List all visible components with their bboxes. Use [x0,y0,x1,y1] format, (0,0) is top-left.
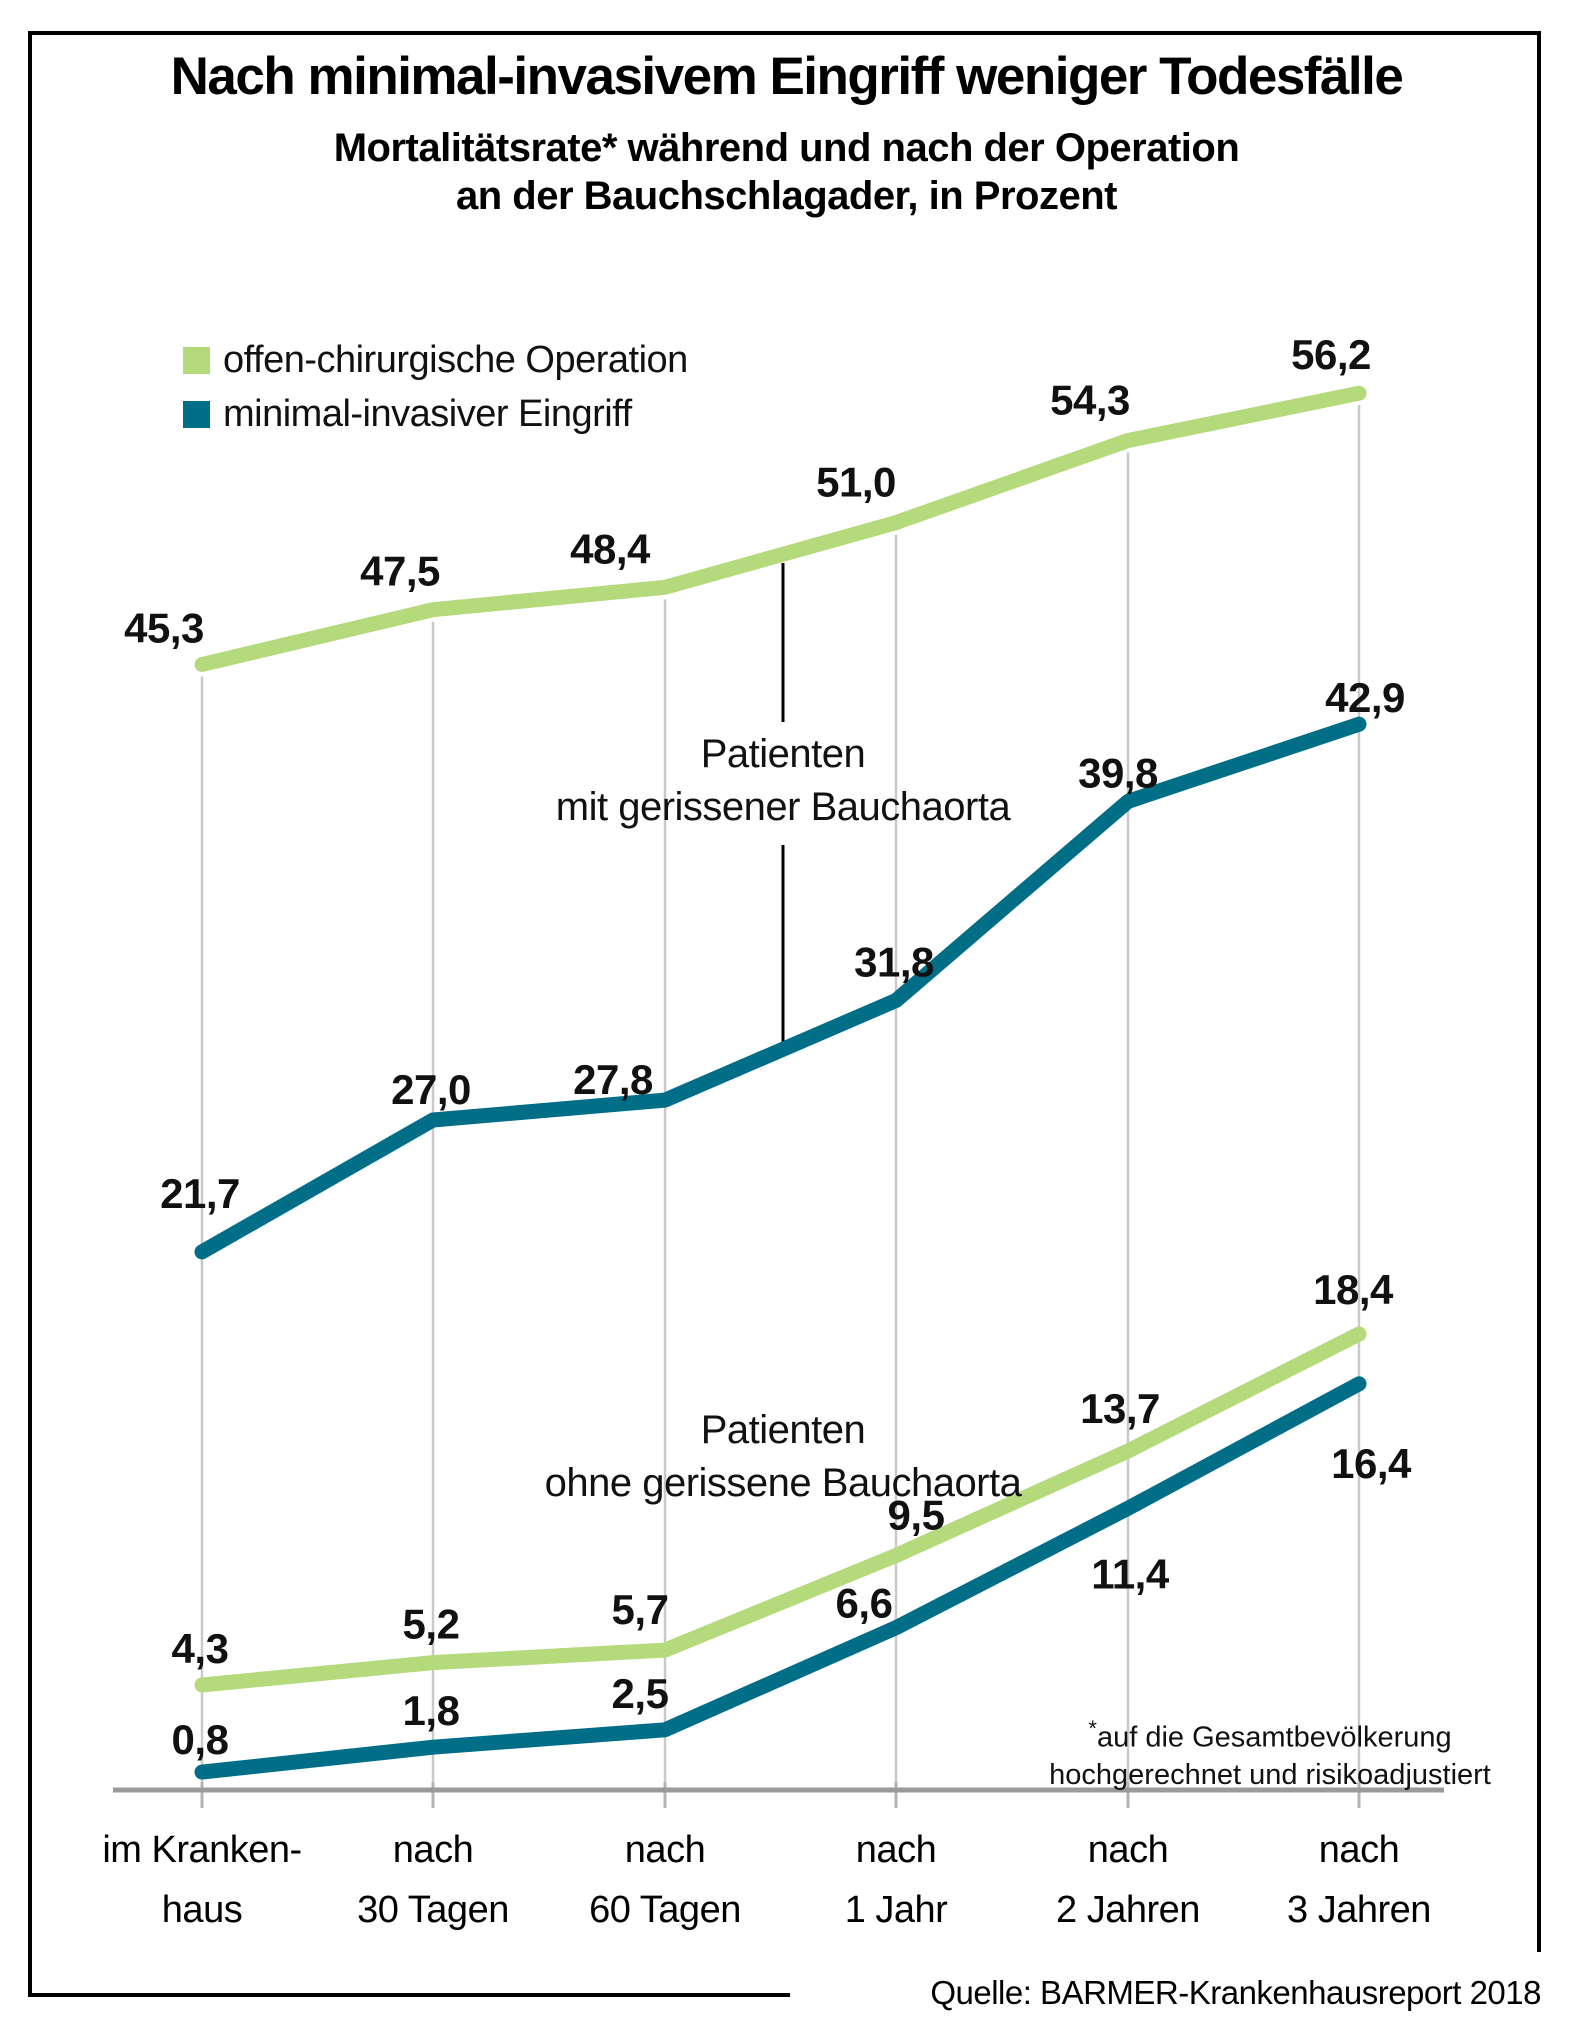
data-label: 31,8 [854,938,934,985]
legend-item-minimally-invasive: minimal-invasiver Eingriff [183,393,688,435]
data-label: 0,8 [172,1716,229,1763]
source-credit: Quelle: BARMER-Krankenhausreport 2018 [800,1974,1542,2012]
data-label: 39,8 [1078,749,1158,796]
data-label: 11,4 [1091,1550,1170,1597]
series-line-1 [194,716,1367,1260]
x-axis-label: 3 Jahren [1287,1889,1431,1931]
series-line-2 [194,1326,1367,1693]
annotation-non-ruptured-line1: Patienten [700,1408,866,1452]
data-label: 51,0 [816,459,896,506]
annotation-ruptured-line2: mit gerissener Bauchaorta [555,785,1011,829]
data-label: 54,3 [1050,376,1130,423]
chart-subtitle-line2: an der Bauchschlagader, in Prozent [456,174,1117,218]
x-axis-label: nach [856,1829,936,1871]
x-axis-label: nach [393,1829,473,1871]
frame-border-top [28,31,1541,35]
footnote-line2: hochgerechnet und risikoadjustiert [1049,1758,1491,1791]
annotation-ruptured-aorta: Patienten mit gerissener Bauchaorta [503,728,1063,834]
data-label: 16,4 [1331,1440,1412,1487]
annotation-non-ruptured-line2: ohne gerissene Bauchaorta [544,1461,1022,1505]
data-label: 9,5 [888,1492,945,1539]
frame-border-left [28,31,32,1997]
data-label: 42,9 [1325,674,1405,721]
x-axis-label: 1 Jahr [845,1889,948,1931]
data-label: 27,8 [573,1056,653,1103]
legend-label-minimally-invasive: minimal-invasiver Eingriff [223,393,632,435]
data-label: 48,4 [570,525,651,572]
frame-border-bottom [28,1993,790,1997]
data-label: 45,3 [124,604,204,651]
footnote-line1: *auf die Gesamtbevölkerung [1088,1716,1452,1754]
annotation-ruptured-line1: Patienten [700,732,866,776]
series-line-3 [194,1376,1367,1780]
x-axis-label: 60 Tagen [589,1889,741,1931]
data-label: 13,7 [1080,1385,1160,1432]
x-axis-label: nach [625,1829,705,1871]
x-axis-label: haus [162,1889,242,1931]
series-line-0 [194,385,1367,672]
data-label: 5,7 [612,1586,669,1633]
footnote-asterisk: * [1088,1716,1097,1741]
legend-swatch-green [183,347,210,374]
x-axis-label: 2 Jahren [1056,1889,1200,1931]
legend: offen-chirurgische Operation minimal-inv… [183,339,688,455]
annotation-non-ruptured-aorta: Patienten ohne gerissene Bauchaorta [503,1404,1063,1510]
data-label: 6,6 [836,1580,893,1627]
data-label: 2,5 [612,1670,669,1717]
footnote: *auf die Gesamtbevölkerung hochgerechnet… [1040,1710,1500,1794]
chart-title: Nach minimal-invasivem Eingriff weniger … [170,47,1404,106]
legend-item-open-surgery: offen-chirurgische Operation [183,339,688,381]
data-label: 27,0 [391,1066,471,1113]
x-axis-label: im Kranken- [102,1829,301,1871]
frame-border-right [1537,31,1541,1952]
x-axis-label: nach [1319,1829,1399,1871]
legend-label-open-surgery: offen-chirurgische Operation [223,339,688,381]
chart-subtitle-line1: Mortalitätsrate* während und nach der Op… [333,126,1240,170]
data-label: 21,7 [160,1170,240,1217]
data-label: 5,2 [403,1601,460,1648]
data-label: 56,2 [1291,331,1371,378]
data-label: 1,8 [403,1687,460,1734]
x-axis-label: nach [1088,1829,1168,1871]
chart-subtitle: Mortalitätsrate* während und nach der Op… [0,124,1573,220]
legend-swatch-teal [183,401,210,428]
x-axis-label: 30 Tagen [357,1889,509,1931]
data-label: 47,5 [360,548,440,595]
data-label: 4,3 [172,1625,229,1672]
data-label: 18,4 [1313,1266,1394,1313]
